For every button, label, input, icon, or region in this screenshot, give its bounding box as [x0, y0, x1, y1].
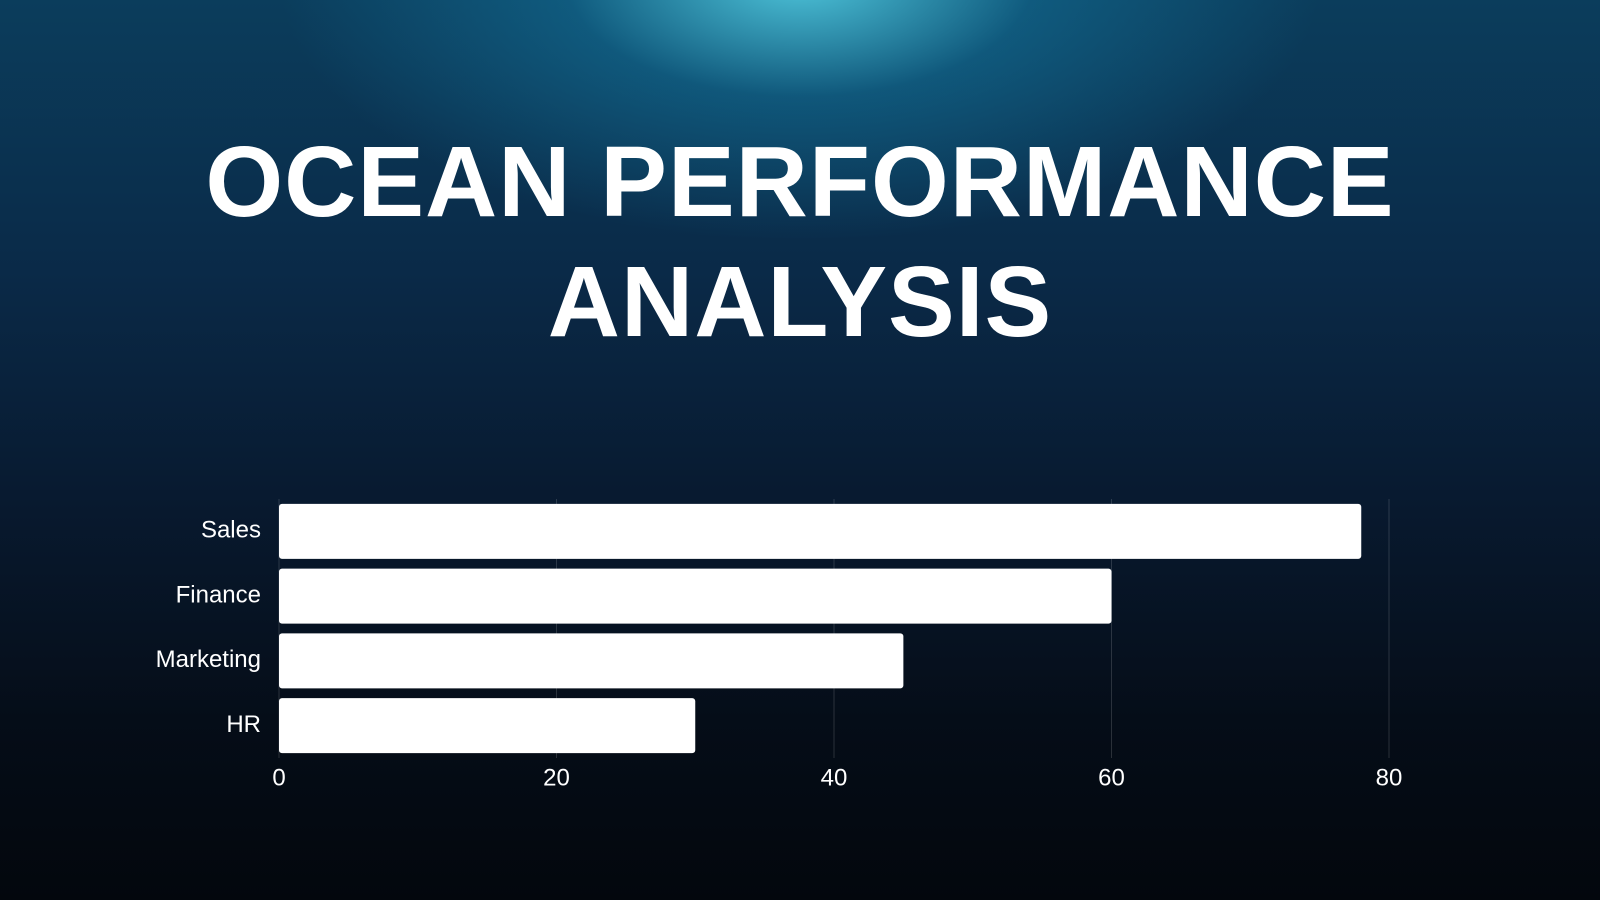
y-tick-label: Finance: [176, 581, 261, 608]
bar: [279, 633, 904, 689]
x-tick-label: 40: [821, 764, 848, 791]
x-tick-label: 20: [543, 764, 570, 791]
y-tick-label: Sales: [201, 517, 261, 544]
bar: [279, 503, 1362, 559]
bar: [279, 698, 696, 754]
x-tick-label: 60: [1098, 764, 1125, 791]
chart-title: OCEAN PERFORMANCE ANALYSIS: [205, 126, 1395, 358]
x-tick-label: 0: [272, 764, 285, 791]
y-tick-label: Marketing: [156, 646, 261, 673]
bar: [279, 568, 1112, 624]
x-tick-label: 80: [1376, 764, 1403, 791]
y-tick-label: HR: [226, 711, 261, 738]
